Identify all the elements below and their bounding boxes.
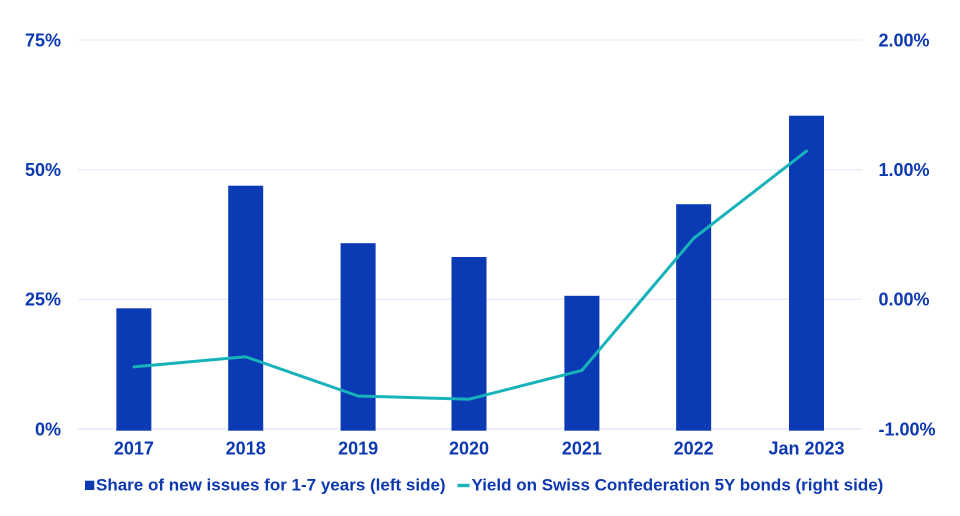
svg-text:Jan 2023: Jan 2023 bbox=[768, 439, 844, 459]
svg-text:2.00%: 2.00% bbox=[879, 30, 930, 50]
svg-text:0%: 0% bbox=[35, 419, 61, 439]
svg-text:2017: 2017 bbox=[114, 439, 154, 459]
svg-text:2021: 2021 bbox=[562, 439, 602, 459]
svg-text:75%: 75% bbox=[25, 30, 61, 50]
svg-text:50%: 50% bbox=[25, 160, 61, 180]
svg-text:Yield on Swiss Confederation 5: Yield on Swiss Confederation 5Y bonds (r… bbox=[472, 476, 884, 495]
svg-text:2018: 2018 bbox=[226, 439, 266, 459]
svg-text:0.00%: 0.00% bbox=[879, 290, 930, 310]
svg-text:2022: 2022 bbox=[674, 439, 714, 459]
svg-text:2020: 2020 bbox=[449, 439, 489, 459]
svg-text:25%: 25% bbox=[25, 290, 61, 310]
svg-text:-1.00%: -1.00% bbox=[879, 419, 936, 439]
svg-text:Share of new issues for 1-7 ye: Share of new issues for 1-7 years (left … bbox=[96, 476, 446, 495]
svg-text:2019: 2019 bbox=[338, 439, 378, 459]
svg-text:1.00%: 1.00% bbox=[879, 160, 930, 180]
